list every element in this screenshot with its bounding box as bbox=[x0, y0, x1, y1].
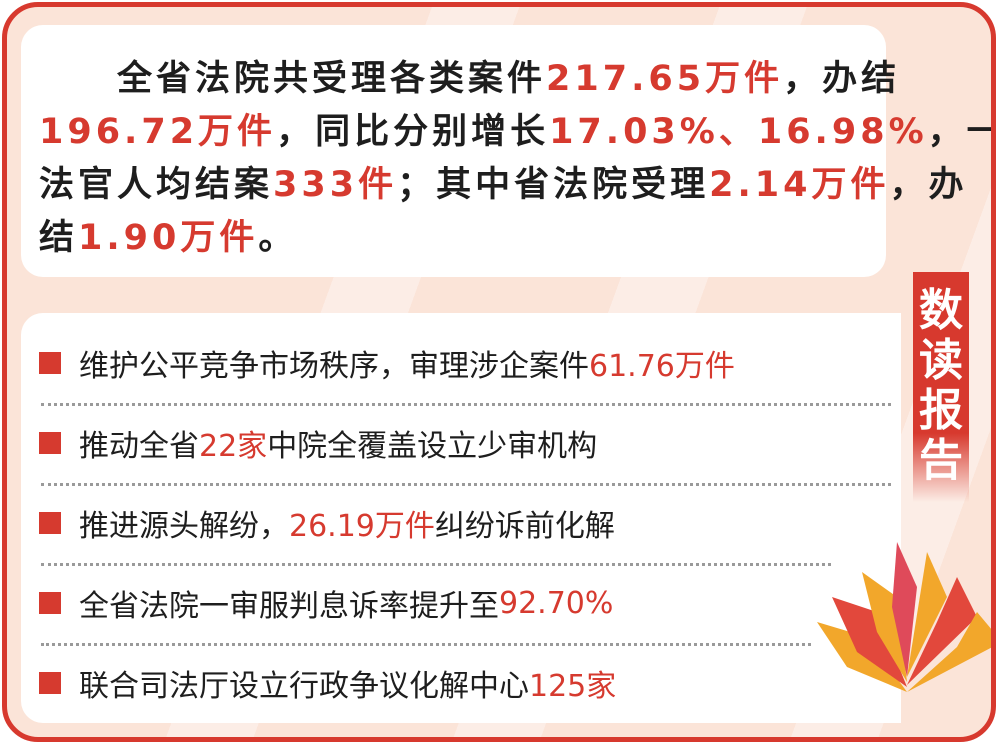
highlight-number: 1.90万件 bbox=[78, 218, 259, 258]
highlight-number: 61.76万件 bbox=[589, 349, 735, 384]
summary-text: 。 bbox=[258, 218, 298, 258]
highlight-number: 92.70% bbox=[499, 585, 614, 621]
summary-text: ，办 bbox=[889, 165, 968, 205]
bullet-square-icon bbox=[39, 432, 61, 454]
highlight-item: 维护公平竞争市场秩序，审理涉企案件 61.76万件 bbox=[39, 323, 735, 403]
dotted-divider bbox=[41, 483, 891, 486]
highlight-item: 全省法院一审服判息诉率提升至 92.70% bbox=[39, 563, 613, 643]
summary-text: ，办结 bbox=[783, 59, 901, 99]
bullet-square-icon bbox=[39, 672, 61, 694]
dotted-divider bbox=[41, 643, 811, 646]
highlight-number: 17.03%、16.98% bbox=[549, 112, 928, 152]
highlight-number: 217.65万件 bbox=[546, 59, 784, 99]
summary-text: 结 bbox=[39, 218, 79, 258]
badge-char: 读 bbox=[919, 335, 963, 386]
highlight-item: 联合司法厅设立行政争议化解中心 125家 bbox=[39, 643, 616, 723]
highlight-number: 26.19万件 bbox=[289, 509, 435, 544]
dotted-divider bbox=[41, 403, 891, 406]
open-book-icon bbox=[817, 542, 991, 692]
badge-char: 报 bbox=[919, 385, 963, 436]
bullet-square-icon bbox=[39, 352, 61, 374]
summary-text: 法官人均结案 bbox=[39, 165, 274, 205]
summary-paragraph: 全省法院共受理各类案件217.65万件，办结 196.72万件，同比分别增长17.… bbox=[39, 53, 991, 265]
highlight-text: 中院全覆盖设立少审机构 bbox=[267, 429, 598, 464]
badge-char: 数 bbox=[919, 285, 963, 336]
summary-line: 196.72万件，同比分别增长17.03%、16.98%，一线 bbox=[39, 106, 991, 159]
bullet-square-icon bbox=[39, 592, 61, 614]
badge-data-report: 数读报告 bbox=[913, 272, 969, 502]
highlight-text: 维护公平竞争市场秩序，审理涉企案件 bbox=[79, 349, 589, 384]
highlight-text: 全省法院一审服判息诉率提升至 bbox=[79, 589, 499, 624]
summary-text: ，一线 bbox=[927, 112, 991, 152]
highlight-item: 推进源头解纷， 26.19万件 纠纷诉前化解 bbox=[39, 483, 615, 563]
summary-card: 全省法院共受理各类案件217.65万件，办结 196.72万件，同比分别增长17.… bbox=[21, 25, 991, 277]
summary-text: 全省法院共受理各类案件 bbox=[39, 59, 547, 99]
highlights-list: 维护公平竞争市场秩序，审理涉企案件 61.76万件 推动全省 22家 中院全覆盖设立少审… bbox=[21, 313, 901, 723]
summary-line: 结1.90万件。 bbox=[39, 212, 991, 265]
highlight-text: 推进源头解纷， bbox=[79, 509, 289, 544]
highlight-text: 联合司法厅设立行政争议化解中心 bbox=[79, 669, 529, 704]
highlight-number: 2.14万件 bbox=[709, 165, 890, 205]
dotted-divider bbox=[41, 563, 831, 566]
summary-text: ；其中省法院受理 bbox=[397, 165, 710, 205]
badge-char: 告 bbox=[919, 435, 963, 486]
highlight-item: 推动全省 22家 中院全覆盖设立少审机构 bbox=[39, 403, 597, 483]
summary-line: 法官人均结案333件；其中省法院受理2.14万件，办 bbox=[39, 159, 991, 212]
highlight-number: 125家 bbox=[529, 669, 617, 704]
highlight-number: 196.72万件 bbox=[39, 112, 277, 152]
highlight-text: 纠纷诉前化解 bbox=[434, 509, 615, 544]
highlight-number: 22家 bbox=[199, 429, 268, 464]
highlight-number: 333件 bbox=[273, 165, 398, 205]
bullet-square-icon bbox=[39, 512, 61, 534]
highlight-text: 推动全省 bbox=[79, 429, 199, 464]
summary-line: 全省法院共受理各类案件217.65万件，办结 bbox=[39, 53, 991, 106]
summary-text: ，同比分别增长 bbox=[276, 112, 550, 152]
